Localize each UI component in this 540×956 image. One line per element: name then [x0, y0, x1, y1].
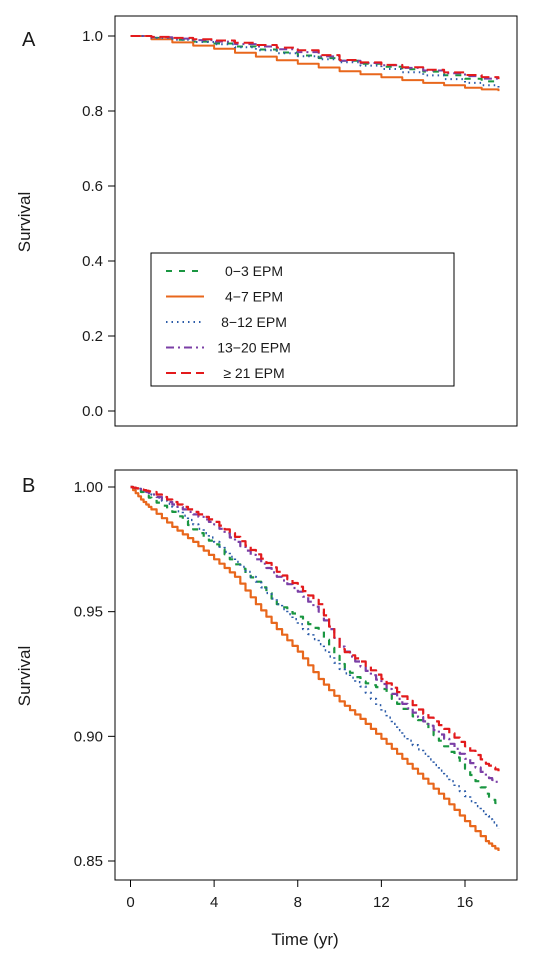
legend-label: 13−20 EPM [217, 340, 291, 356]
y-tick-label: 0.90 [74, 728, 103, 745]
panel-a: A Survival 0.0 0.2 0.4 0.6 0.8 1.0 0−3 EPM 4−7… [15, 15, 518, 427]
legend-box [150, 252, 455, 387]
series-line-3 [130, 35, 500, 88]
series-line-4 [130, 485, 500, 784]
panel-b-y-axis-label: Survival [15, 646, 34, 706]
panel-a-plot-frame [114, 15, 518, 427]
series-line-1 [130, 485, 500, 807]
y-tick-label: 0.85 [74, 853, 103, 870]
panel-a-label: A [22, 29, 36, 51]
y-tick-label: 1.00 [74, 479, 103, 496]
panel-b-y-ticks: 0.85 0.90 0.95 1.00 [74, 479, 115, 870]
legend: 0−3 EPM 4−7 EPM 8−12 EPM 13−20 EPM ≥ 21 EPM [150, 252, 455, 387]
y-tick-label: 0.4 [82, 253, 103, 270]
x-tick-label: 16 [457, 894, 474, 911]
x-tick-label: 8 [294, 894, 302, 911]
panel-b-x-axis-label: Time (yr) [271, 930, 338, 949]
panel-b-x-ticks: 0 4 8 12 16 [126, 880, 473, 911]
panel-a-y-ticks: 0.0 0.2 0.4 0.6 0.8 1.0 [82, 28, 115, 420]
panel-b: B Survival Time (yr) 0.85 0.90 0.95 1.00 0 4… [15, 469, 518, 949]
y-tick-label: 1.0 [82, 28, 103, 45]
panel-b-label: B [22, 475, 35, 497]
y-tick-label: 0.0 [82, 403, 103, 420]
series-line-3 [130, 485, 500, 829]
y-tick-label: 0.95 [74, 604, 103, 621]
y-tick-label: 0.2 [82, 328, 103, 345]
x-tick-label: 0 [126, 894, 134, 911]
series-line-5 [130, 35, 500, 80]
legend-label: 0−3 EPM [225, 263, 283, 279]
y-tick-label: 0.8 [82, 103, 103, 120]
panel-a-series [130, 35, 500, 92]
y-tick-label: 0.6 [82, 178, 103, 195]
panel-b-plot-frame [114, 469, 518, 881]
panel-a-y-axis-label: Survival [15, 192, 34, 252]
panel-b-series [130, 485, 500, 851]
x-tick-label: 4 [210, 894, 218, 911]
series-line-2 [130, 35, 500, 92]
legend-label: 4−7 EPM [225, 289, 283, 305]
legend-label: 8−12 EPM [221, 314, 287, 330]
series-line-2 [130, 485, 500, 851]
legend-label: ≥ 21 EPM [223, 365, 284, 381]
series-line-5 [130, 485, 500, 772]
x-tick-label: 12 [373, 894, 390, 911]
